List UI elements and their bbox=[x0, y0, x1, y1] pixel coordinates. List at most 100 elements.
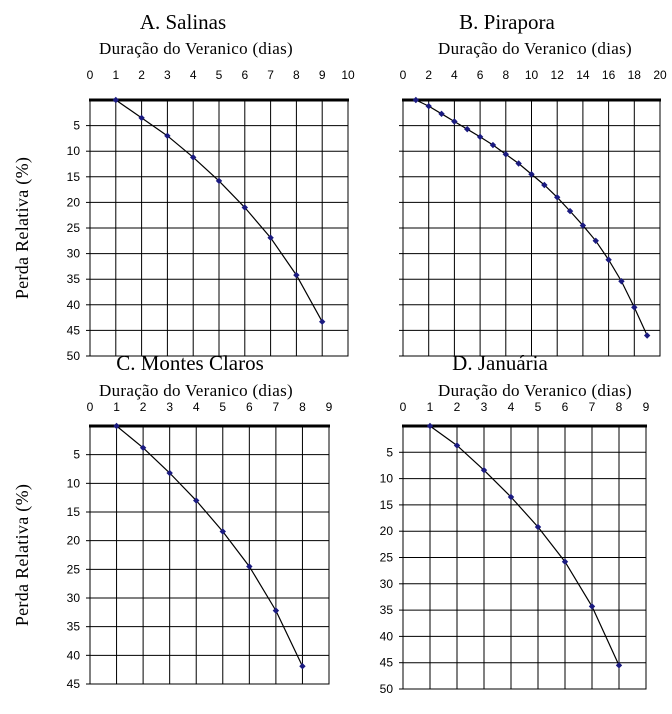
y-tick-label: 30 bbox=[67, 591, 81, 605]
x-tick-label: 3 bbox=[481, 400, 488, 414]
x-tick-label: 16 bbox=[602, 68, 616, 82]
x-tick-label: 8 bbox=[299, 400, 306, 414]
data-point bbox=[241, 204, 248, 211]
chart-title: C. Montes Claros bbox=[116, 351, 264, 375]
data-point bbox=[215, 177, 223, 185]
data-point bbox=[139, 444, 147, 451]
data-point bbox=[615, 662, 623, 669]
x-tick-label: 6 bbox=[241, 68, 248, 82]
data-point bbox=[412, 96, 420, 104]
data-point bbox=[476, 133, 484, 141]
y-tick-label: 50 bbox=[67, 349, 81, 363]
x-tick-label: 5 bbox=[216, 68, 223, 82]
y-tick-label: 35 bbox=[67, 620, 81, 634]
chart-panel-2: B. Pirapora Duração do Veranico (dias) 0 2 4… bbox=[399, 10, 667, 357]
y-tick-label: 20 bbox=[67, 534, 81, 548]
x-tick-label: 9 bbox=[643, 400, 650, 414]
data-point bbox=[489, 141, 497, 149]
data-point bbox=[618, 278, 625, 285]
data-point bbox=[426, 422, 434, 430]
data-point bbox=[502, 151, 509, 158]
y-tick-label: 10 bbox=[67, 144, 81, 158]
y-tick-label: 30 bbox=[380, 577, 394, 591]
y-tick-label: 20 bbox=[380, 524, 394, 538]
x-tick-label: 9 bbox=[326, 400, 333, 414]
data-point bbox=[507, 493, 515, 501]
y-tick-label: 45 bbox=[67, 323, 81, 337]
x-tick-label: 2 bbox=[425, 68, 432, 82]
y-tick-label: 40 bbox=[380, 629, 394, 643]
x-tick-label: 14 bbox=[576, 68, 590, 82]
y-tick-label: 25 bbox=[67, 221, 81, 235]
x-tick-label: 8 bbox=[293, 68, 300, 82]
y-tick-label: 5 bbox=[73, 448, 80, 462]
data-point bbox=[219, 528, 226, 535]
data-point bbox=[272, 607, 280, 614]
x-tick-label: 0 bbox=[400, 400, 407, 414]
x-tick-label: 7 bbox=[273, 400, 280, 414]
data-point bbox=[138, 114, 145, 122]
x-tick-label: 0 bbox=[87, 68, 94, 82]
x-tick-label: 4 bbox=[190, 68, 197, 82]
y-tick-label: 10 bbox=[67, 476, 81, 490]
data-point bbox=[631, 304, 638, 311]
x-axis-label: Duração do Veranico (dias) bbox=[99, 39, 293, 58]
chart-panel-4: D. Januária Duração do Veranico (dias) 0 1 2… bbox=[380, 351, 650, 696]
x-tick-label: 6 bbox=[246, 400, 253, 414]
x-tick-label: 18 bbox=[628, 68, 642, 82]
data-point bbox=[164, 132, 171, 140]
y-tick-label: 45 bbox=[380, 656, 394, 670]
data-point bbox=[592, 237, 599, 244]
data-point bbox=[561, 558, 569, 565]
y-tick-label: 25 bbox=[67, 562, 81, 576]
y-axis-label: Perda Relativa (%) bbox=[12, 157, 33, 299]
y-tick-label: 15 bbox=[380, 498, 394, 512]
x-tick-label: 2 bbox=[454, 400, 461, 414]
data-point bbox=[515, 160, 522, 167]
x-tick-label: 4 bbox=[508, 400, 515, 414]
series-line bbox=[116, 425, 303, 667]
data-point bbox=[554, 194, 561, 201]
y-axis-label: Perda Relativa (%) bbox=[12, 484, 33, 626]
data-point bbox=[246, 563, 253, 570]
data-point bbox=[541, 181, 548, 189]
chart-panel-3: C. Montes Claros Duração do Veranico (dia… bbox=[12, 351, 333, 691]
chart-panel-1: A. Salinas Duração do Veranico (dias) Perd… bbox=[12, 10, 355, 363]
x-tick-label: 6 bbox=[562, 400, 569, 414]
plot-frame bbox=[89, 425, 330, 685]
y-tick-label: 35 bbox=[380, 603, 394, 617]
chart-title: B. Pirapora bbox=[459, 10, 555, 34]
y-tick-label: 35 bbox=[67, 272, 81, 286]
data-point bbox=[166, 469, 173, 477]
y-tick-label: 30 bbox=[67, 247, 81, 261]
x-tick-label: 20 bbox=[653, 68, 667, 82]
x-tick-label: 8 bbox=[616, 400, 623, 414]
data-point bbox=[453, 442, 461, 449]
data-point bbox=[112, 96, 119, 104]
data-point bbox=[588, 603, 596, 610]
y-tick-label: 5 bbox=[386, 445, 393, 459]
y-tick-label: 40 bbox=[67, 648, 81, 662]
x-tick-label: 1 bbox=[113, 400, 120, 414]
data-point bbox=[534, 523, 542, 531]
x-tick-label: 12 bbox=[551, 68, 565, 82]
y-tick-label: 5 bbox=[73, 119, 80, 133]
x-tick-label: 3 bbox=[166, 400, 173, 414]
y-tick-label: 10 bbox=[380, 472, 394, 486]
x-tick-label: 4 bbox=[451, 68, 458, 82]
chart-title: A. Salinas bbox=[140, 10, 226, 34]
data-point bbox=[425, 102, 432, 110]
x-tick-label: 1 bbox=[427, 400, 434, 414]
chart-title: D. Januária bbox=[452, 351, 548, 375]
y-tick-label: 15 bbox=[67, 170, 81, 184]
x-tick-label: 4 bbox=[193, 400, 200, 414]
data-point bbox=[113, 422, 120, 430]
x-tick-label: 5 bbox=[535, 400, 542, 414]
data-point bbox=[267, 234, 274, 241]
x-tick-label: 10 bbox=[341, 68, 355, 82]
data-point bbox=[566, 207, 574, 215]
y-tick-label: 40 bbox=[67, 298, 81, 312]
x-tick-label: 1 bbox=[112, 68, 119, 82]
x-tick-label: 5 bbox=[219, 400, 226, 414]
